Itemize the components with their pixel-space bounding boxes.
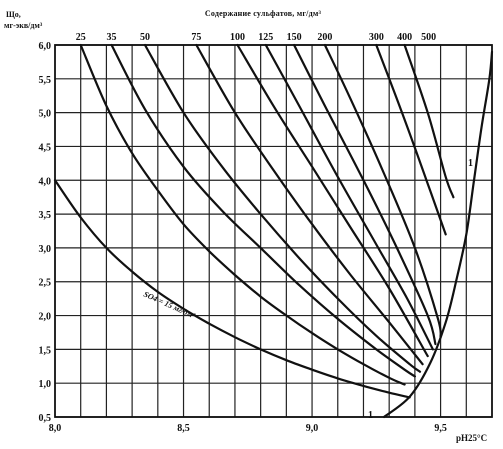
curve-75 xyxy=(195,43,424,366)
top-label-25: 25 xyxy=(76,32,86,43)
boundary-label-bottom: 1 xyxy=(368,410,373,421)
top-label-200: 200 xyxy=(317,32,332,43)
curve-400 xyxy=(403,43,455,199)
y-tick-label: 5,5 xyxy=(39,75,52,86)
y-tick-label: 6,0 xyxy=(39,41,52,52)
curve-15 xyxy=(53,179,411,399)
top-label-150: 150 xyxy=(287,32,302,43)
y-tick-label: 1,0 xyxy=(39,379,52,390)
boundary-label-top: 1 xyxy=(468,158,473,169)
y-tick-label: 2,0 xyxy=(39,312,52,323)
x-tick-label: 8,5 xyxy=(177,423,190,434)
ticks: 0,5 1,0 1,5 2,0 2,5 3,0 3,5 4,0 4,5 5,0 5,5 6,0 8,0 8… xyxy=(39,32,447,434)
curve-50 xyxy=(143,43,422,373)
y-tick-label: 3,5 xyxy=(39,210,52,221)
curve-125 xyxy=(264,43,434,351)
top-label-125: 125 xyxy=(258,32,273,43)
top-label-35: 35 xyxy=(107,32,117,43)
curve-35 xyxy=(110,43,416,378)
curve-300 xyxy=(375,43,447,236)
y-tick-label: 4,0 xyxy=(39,176,52,187)
y-tick-label: 5,0 xyxy=(39,109,52,120)
x-tick-label: 8,0 xyxy=(49,423,62,434)
curve-boundary-1 xyxy=(382,50,494,419)
top-label-100: 100 xyxy=(230,32,245,43)
y-tick-label: 4,5 xyxy=(39,142,52,153)
y-tick-label: 2,5 xyxy=(39,278,52,289)
top-label-500: 500 xyxy=(421,32,436,43)
curve-25 xyxy=(79,43,406,386)
plot-frame xyxy=(54,44,493,418)
top-label-400: 400 xyxy=(397,32,412,43)
x-axis-label: pH25°C xyxy=(456,433,487,443)
x-tick-label: 9,0 xyxy=(306,423,319,434)
y-tick-label: 3,0 xyxy=(39,244,52,255)
y-axis-label-line2: мг-экв/дм³ xyxy=(4,21,43,30)
y-axis-label-line1: Що, xyxy=(6,10,21,19)
top-label-50: 50 xyxy=(140,32,150,43)
curve-100 xyxy=(236,43,429,358)
top-label-75: 75 xyxy=(191,32,201,43)
chart-title: Содержание сульфатов, мг/дм³ xyxy=(205,9,322,18)
curves xyxy=(53,43,494,419)
grid xyxy=(55,44,492,418)
curve-200 xyxy=(323,43,442,339)
curve-150 xyxy=(293,43,437,346)
y-tick-label: 1,5 xyxy=(39,345,52,356)
x-tick-label: 9,5 xyxy=(434,423,447,434)
top-label-300: 300 xyxy=(369,32,384,43)
y-tick-label: 0,5 xyxy=(39,413,52,424)
